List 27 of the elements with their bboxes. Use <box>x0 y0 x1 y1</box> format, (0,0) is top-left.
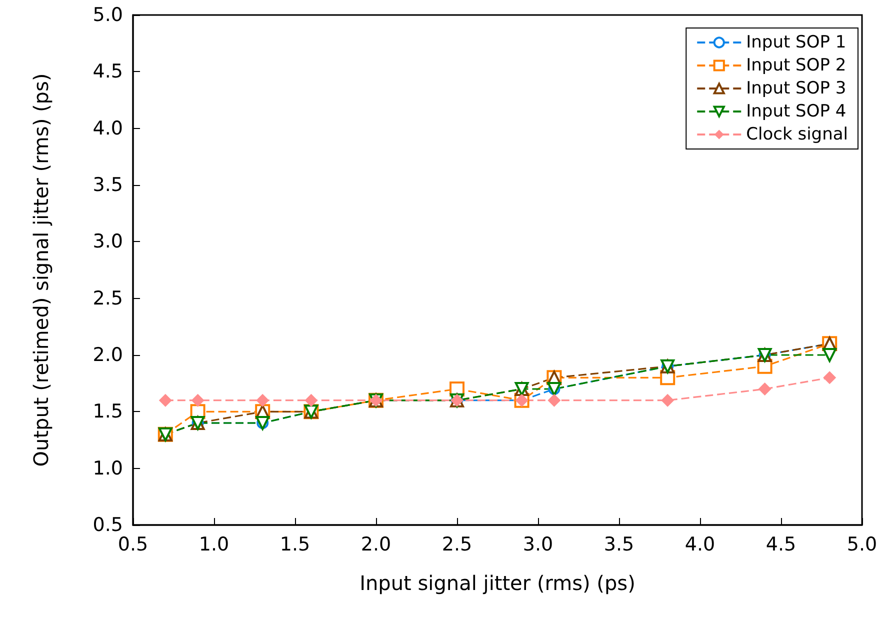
x-tick-label: 3.5 <box>604 534 634 556</box>
legend-label: Input SOP 2 <box>746 56 846 76</box>
legend-label: Clock signal <box>746 124 848 144</box>
y-tick-label: 3.0 <box>92 230 123 253</box>
y-axis-title: Output (retimed) signal jitter (rms) (ps) <box>29 73 53 467</box>
y-tick-label: 1.5 <box>92 400 123 423</box>
x-tick-label: 2.0 <box>360 534 392 556</box>
x-tick-label: 5.0 <box>846 534 878 556</box>
y-tick-label: 4.5 <box>92 60 123 83</box>
x-tick-label: 2.5 <box>442 534 472 556</box>
legend-label: Input SOP 3 <box>746 78 846 98</box>
x-tick-label: 1.5 <box>280 534 310 556</box>
x-tick-label: 3.0 <box>522 534 554 556</box>
x-tick-label: 1.0 <box>198 534 230 556</box>
x-axis-title: Input signal jitter (rms) (ps) <box>360 571 636 595</box>
x-tick-label: 0.5 <box>118 534 148 556</box>
x-tick-label: 4.5 <box>766 534 796 556</box>
y-tick-label: 1.0 <box>92 457 123 480</box>
y-tick-label: 2.5 <box>92 287 123 310</box>
y-tick-label: 2.0 <box>92 344 123 366</box>
y-tick-label: 5.0 <box>92 4 123 26</box>
legend-label: Input SOP 1 <box>746 32 846 52</box>
y-tick-label: 3.5 <box>92 174 123 196</box>
x-tick-label: 4.0 <box>684 534 716 556</box>
y-tick-label: 4.0 <box>92 117 123 140</box>
legend-label: Input SOP 4 <box>746 102 846 122</box>
y-tick-label: 0.5 <box>92 514 123 536</box>
